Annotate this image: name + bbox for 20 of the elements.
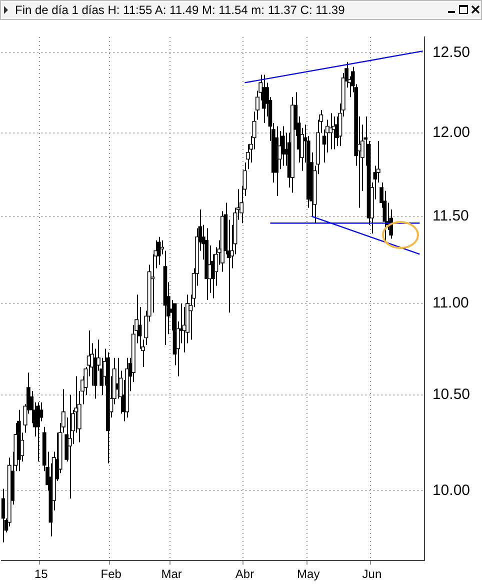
candlestick [1, 488, 5, 543]
y-tick-label: 10.50 [432, 386, 470, 404]
candlestick [182, 306, 186, 353]
candlestick [36, 402, 40, 462]
x-tick-label: May [297, 567, 320, 582]
y-tick-label: 11.00 [432, 294, 469, 312]
candlestick [156, 236, 161, 266]
x-tick-label: 15 [34, 567, 48, 582]
chart-title: Fin de día 1 días H: 11:55 A: 11.49 M: 11.54 m: 11.37 C: 11.39 [15, 3, 345, 17]
x-tick-label: Jun [362, 567, 382, 582]
x-tick-label: Feb [100, 567, 122, 582]
y-tick-label: 12.50 [432, 44, 470, 61]
x-tick-label: Mar [161, 567, 182, 582]
y-tick-label: 10.00 [432, 482, 470, 499]
y-tick-label: 11.50 [432, 207, 469, 224]
x-tick-label: Abr [235, 567, 254, 582]
candlestick [150, 254, 154, 314]
y-tick-label: 12.00 [432, 124, 470, 141]
candlestick [280, 126, 285, 166]
candlestick [332, 116, 336, 150]
